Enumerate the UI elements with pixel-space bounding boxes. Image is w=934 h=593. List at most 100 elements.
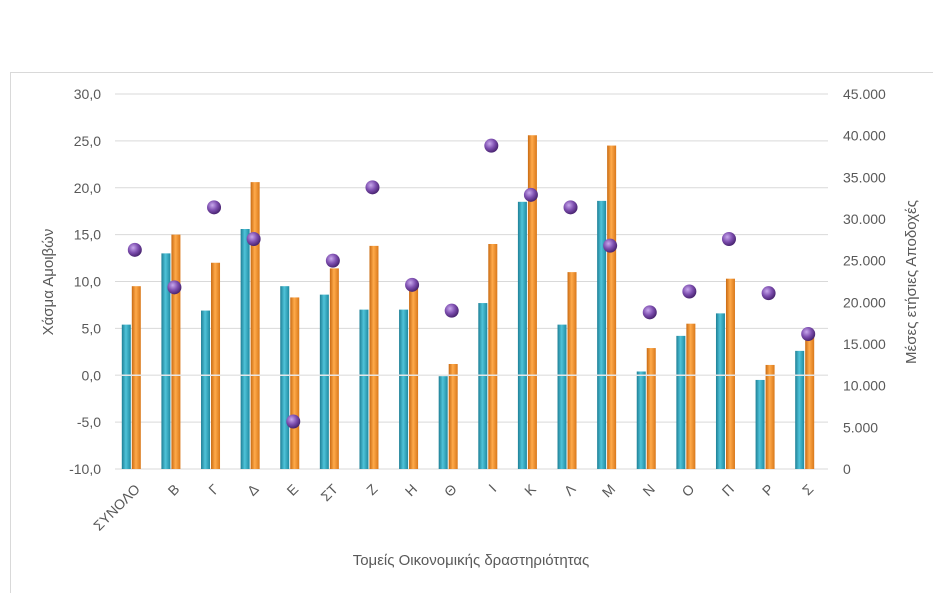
category-axis-ticks: ΣΥΝΟΛΟ Β Γ Δ Ε ΣΤ Ζ Η Θ Ι Κ Λ Μ Ν Ο Π Ρ Σ bbox=[90, 480, 816, 533]
scatter-point bbox=[127, 242, 142, 257]
bar-series1 bbox=[121, 324, 131, 469]
y-tick-label: 15,0 bbox=[74, 227, 101, 243]
bar-series1 bbox=[795, 350, 805, 469]
x-tick-label: Ι bbox=[485, 481, 499, 495]
bar-series2 bbox=[646, 348, 656, 469]
left-axis-ticks: 30,0 25,0 20,0 15,0 10,0 5,0 0,0 -5,0 -10,0 bbox=[69, 86, 101, 477]
scatter-point bbox=[603, 238, 618, 253]
y2-tick-label: 10.000 bbox=[843, 378, 886, 394]
gridlines bbox=[115, 93, 828, 470]
bar-series1 bbox=[240, 229, 250, 469]
y2-tick-label: 25.000 bbox=[843, 253, 886, 269]
x-tick-label: Θ bbox=[441, 481, 460, 500]
y-tick-label: 10,0 bbox=[74, 274, 101, 290]
y-tick-label: 20,0 bbox=[74, 180, 101, 196]
scatter-point bbox=[207, 200, 222, 215]
bar-series1 bbox=[517, 201, 527, 469]
bar-series1 bbox=[597, 200, 607, 469]
dots-layer bbox=[127, 138, 816, 429]
x-tick-label: Μ bbox=[599, 481, 619, 501]
x-tick-label: Β bbox=[165, 481, 183, 499]
bar-series2 bbox=[448, 364, 458, 469]
bar-series1 bbox=[676, 335, 686, 469]
bar-series1 bbox=[636, 371, 646, 469]
x-tick-label: ΣΤ bbox=[317, 480, 341, 504]
scatter-point bbox=[682, 284, 697, 299]
y-tick-label: 0,0 bbox=[82, 367, 102, 383]
bar-series2 bbox=[725, 278, 735, 469]
x-tick-label: Κ bbox=[521, 480, 539, 498]
bar-series2 bbox=[369, 245, 379, 469]
right-axis-ticks: 45.000 40.000 35.000 30.000 25.000 20.000 15.0… bbox=[843, 86, 886, 477]
bar-series1 bbox=[715, 313, 725, 469]
bar-series2 bbox=[805, 333, 815, 469]
scatter-point bbox=[325, 253, 340, 268]
scatter-point bbox=[444, 303, 459, 318]
y2-tick-label: 45.000 bbox=[843, 86, 886, 102]
bar-series2 bbox=[488, 244, 498, 469]
y2-tick-label: 5.000 bbox=[843, 419, 878, 435]
y-tick-label: 25,0 bbox=[74, 133, 101, 149]
bars-layer bbox=[121, 135, 815, 469]
y2-tick-label: 15.000 bbox=[843, 336, 886, 352]
bar-series1 bbox=[399, 309, 409, 469]
y-axis-title: Χάσμα Αμοιβών bbox=[40, 229, 57, 336]
y2-tick-label: 0 bbox=[843, 461, 851, 477]
chart-frame bbox=[10, 72, 933, 593]
x-tick-label: Ο bbox=[678, 481, 697, 500]
bar-series1 bbox=[161, 253, 171, 469]
bar-series1 bbox=[478, 303, 488, 469]
x-axis-title: Τομείς Οικονομικής δραστηριότητας bbox=[353, 552, 590, 569]
scatter-point bbox=[484, 138, 499, 153]
bar-series2 bbox=[211, 262, 221, 469]
bar-series1 bbox=[359, 309, 369, 469]
bar-series2 bbox=[527, 135, 537, 469]
scatter-point bbox=[721, 232, 736, 246]
bar-series2 bbox=[131, 286, 141, 469]
x-tick-label: Σ bbox=[799, 481, 817, 499]
bar-series1 bbox=[319, 294, 329, 469]
x-tick-label: Δ bbox=[244, 481, 262, 499]
scatter-point bbox=[246, 232, 261, 246]
bar-series2 bbox=[686, 323, 696, 469]
x-tick-label: Ν bbox=[639, 481, 657, 499]
scatter-point bbox=[761, 286, 776, 301]
scatter-point bbox=[801, 327, 816, 341]
bar-series2 bbox=[567, 272, 577, 469]
scatter-point bbox=[167, 280, 182, 295]
bar-series1 bbox=[201, 310, 211, 469]
y-tick-label: -10,0 bbox=[69, 461, 101, 477]
x-tick-label: Ζ bbox=[363, 480, 381, 498]
x-tick-label: Π bbox=[719, 481, 737, 499]
scatter-point bbox=[365, 180, 380, 195]
bar-series1 bbox=[438, 376, 448, 469]
bar-series1 bbox=[557, 324, 567, 469]
bar-series2 bbox=[290, 297, 300, 469]
bar-series1 bbox=[755, 379, 765, 469]
x-tick-label: Η bbox=[402, 481, 420, 499]
bar-series1 bbox=[280, 286, 290, 469]
scatter-point bbox=[523, 187, 538, 202]
bar-series2 bbox=[607, 145, 617, 469]
bar-series2 bbox=[250, 182, 260, 469]
y2-axis-title: Μέσες ετήσιες Αποδοχές bbox=[903, 200, 920, 364]
x-tick-label: Ρ bbox=[759, 481, 777, 499]
bar-series2 bbox=[765, 364, 775, 469]
x-tick-label: Λ bbox=[561, 480, 579, 498]
y2-tick-label: 35.000 bbox=[843, 169, 886, 185]
scatter-point bbox=[286, 414, 301, 429]
bar-series2 bbox=[329, 268, 339, 469]
x-tick-label: Γ bbox=[205, 481, 222, 498]
y-tick-label: 30,0 bbox=[74, 86, 101, 102]
y2-tick-label: 30.000 bbox=[843, 211, 886, 227]
y2-tick-label: 40.000 bbox=[843, 128, 886, 144]
y-tick-label: 5,0 bbox=[82, 320, 102, 336]
scatter-point bbox=[642, 305, 657, 320]
y2-tick-label: 20.000 bbox=[843, 294, 886, 310]
bar-series2 bbox=[171, 234, 181, 469]
scatter-point bbox=[405, 277, 420, 292]
scatter-point bbox=[563, 200, 578, 215]
x-tick-label: Ε bbox=[283, 481, 301, 499]
y-tick-label: -5,0 bbox=[77, 414, 101, 430]
